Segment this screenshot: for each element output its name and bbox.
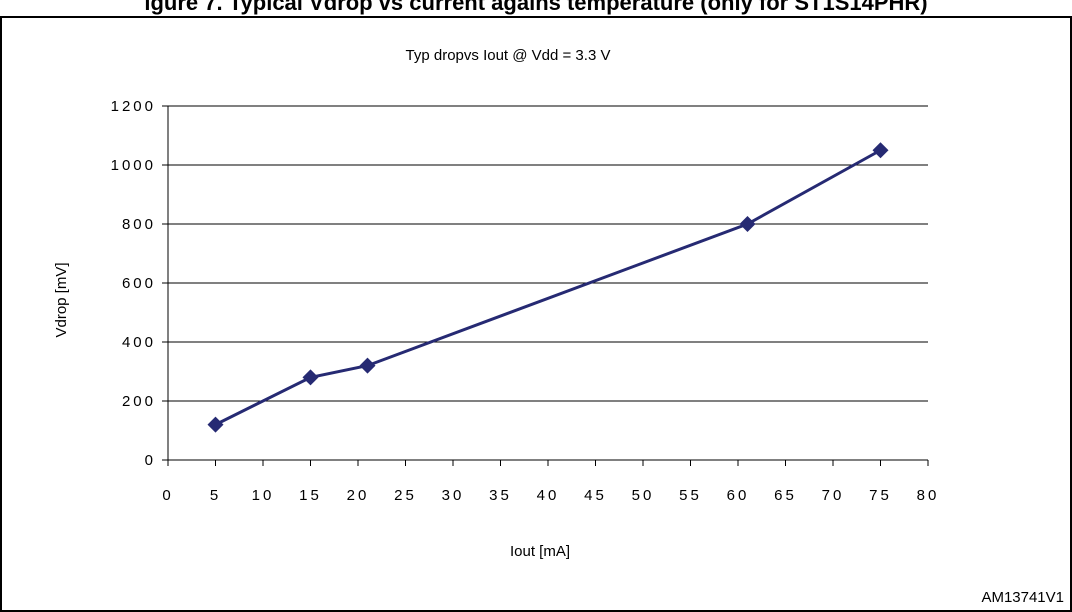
x-tick-label: 60 <box>727 487 750 504</box>
x-tick-label: 65 <box>774 487 797 504</box>
x-tick-label: 35 <box>489 487 512 504</box>
y-tick-label: 400 <box>122 334 156 351</box>
x-axis-label: Iout [mA] <box>510 543 570 560</box>
x-tick-label: 5 <box>210 487 221 504</box>
data-point <box>872 142 889 159</box>
x-tick-label: 20 <box>347 487 370 504</box>
x-tick-label: 70 <box>822 487 845 504</box>
data-point <box>302 369 319 386</box>
figure-frame <box>0 16 1072 612</box>
figure-caption: igure 7. Typical Vdrop vs current agains… <box>144 0 928 15</box>
series-line <box>214 148 882 426</box>
y-axis-label: Vdrop [mV] <box>53 262 70 337</box>
x-tick-label: 75 <box>869 487 892 504</box>
x-tick-label: 30 <box>442 487 465 504</box>
x-tick-label: 55 <box>679 487 702 504</box>
y-tick-label: 800 <box>122 216 156 233</box>
x-tick-label: 40 <box>537 487 560 504</box>
x-tick-label: 80 <box>917 487 940 504</box>
x-tick-label: 10 <box>252 487 275 504</box>
y-tick-label: 200 <box>122 393 156 410</box>
x-tick-label: 15 <box>299 487 322 504</box>
y-tick-label: 1000 <box>111 157 156 174</box>
y-tick-label: 600 <box>122 275 156 292</box>
data-point <box>359 357 376 374</box>
reference-id: AM13741V1 <box>981 589 1064 606</box>
data-point <box>739 216 756 232</box>
x-tick-label: 45 <box>584 487 607 504</box>
data-point <box>207 416 224 433</box>
chart-title: Typ dropvs Iout @ Vdd = 3.3 V <box>406 47 611 64</box>
x-tick-label: 50 <box>632 487 655 504</box>
y-tick-label: 0 <box>145 452 156 469</box>
y-tick-label: 1200 <box>111 98 156 115</box>
x-tick-label: 0 <box>162 487 173 504</box>
x-tick-label: 25 <box>394 487 417 504</box>
